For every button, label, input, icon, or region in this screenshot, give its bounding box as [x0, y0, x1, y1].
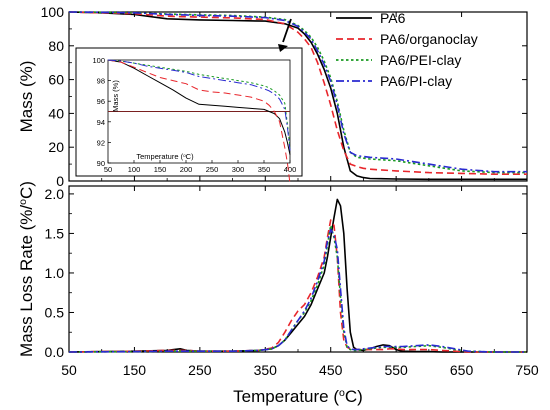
dtg-ytick-label: 1.0 [45, 265, 65, 281]
dtg-ytick-label: 1.5 [45, 225, 65, 241]
legend-label: PA6/organoclay [380, 31, 478, 47]
inset-ytick-label: 90 [97, 159, 105, 168]
x-tick-label: 250 [188, 362, 212, 378]
dtg-series-group [68, 198, 527, 353]
dtg-ytick-label: 0.0 [45, 344, 65, 360]
legend: PA6 PA6/organoclay PA6/PEI-clay PA6/PI-clay [336, 10, 478, 89]
tga-ytick-label: 60 [48, 72, 64, 88]
tga-ytick-label: 40 [48, 105, 64, 121]
tga-ytick-label: 0 [56, 173, 64, 189]
inset-series-group [107, 59, 291, 184]
tga-line-pa6-organoclay [68, 11, 527, 175]
tga-y-axis-label: Mass (%) [17, 61, 36, 133]
x-tick-label: 350 [254, 362, 278, 378]
inset-xtick-label: 300 [232, 165, 245, 174]
inset-xtick-label: 150 [154, 165, 167, 174]
inset-y-axis-label: Mass (%) [111, 80, 120, 112]
inset-ytick-label: 94 [97, 118, 105, 127]
inset-x-axis-label: Temperature (oC) [136, 152, 194, 161]
pointer-arrow-head [278, 44, 288, 52]
tga-ytick-label: 20 [48, 139, 64, 155]
inset-xtick-label: 50 [104, 165, 112, 174]
inset-line-pa6-organoclay [107, 59, 291, 184]
x-tick-label: 50 [61, 362, 77, 378]
tga-series-group [68, 11, 527, 181]
inset-ytick-label: 92 [97, 138, 105, 147]
x-tick-label: 750 [515, 362, 539, 378]
inset-line-pa6-pei-clay [107, 59, 291, 148]
dtg-line-pa6 [68, 198, 527, 353]
tga-line-pa6 [68, 11, 527, 181]
inset-xtick-label: 350 [258, 165, 271, 174]
inset-line-pa6-pi-clay [107, 59, 291, 151]
inset-xtick-label: 250 [206, 165, 219, 174]
pointer-arrow-shaft [282, 18, 292, 43]
tga-ytick-label: 80 [48, 38, 64, 54]
x-tick-label: 550 [384, 362, 408, 378]
x-axis-label: Temperature (oC) [233, 387, 363, 406]
dtg-line-pa6-organoclay [68, 219, 527, 353]
inset-xtick-label: 200 [180, 165, 193, 174]
x-tick-label: 150 [123, 362, 147, 378]
inset-xtick-label: 400 [284, 165, 297, 174]
inset-line-pa6 [107, 59, 291, 155]
x-tick-label: 650 [450, 362, 474, 378]
tga-line-pa6-pi-clay [68, 11, 527, 173]
inset-xtick-label: 100 [128, 165, 141, 174]
dtg-line-pa6-pi-clay [68, 228, 527, 353]
dtg-plot-frame [68, 185, 528, 353]
legend-label: PA6/PI-clay [380, 73, 452, 89]
x-tick-label: 450 [319, 362, 343, 378]
dtg-line-pa6-pei-clay [68, 224, 527, 353]
legend-label: PA6/PEI-clay [380, 52, 461, 68]
inset-ytick-label: 96 [97, 97, 105, 106]
inset-ytick-label: 98 [97, 77, 105, 86]
dtg-ytick-label: 0.5 [45, 304, 65, 320]
tga-ytick-label: 100 [41, 4, 65, 20]
dtg-y-axis-label: Mass Loss Rate (%/oC) [17, 181, 36, 357]
inset-ytick-label: 100 [92, 56, 105, 65]
dtg-ytick-label: 2.0 [45, 186, 65, 202]
legend-label: PA6 [380, 10, 406, 26]
